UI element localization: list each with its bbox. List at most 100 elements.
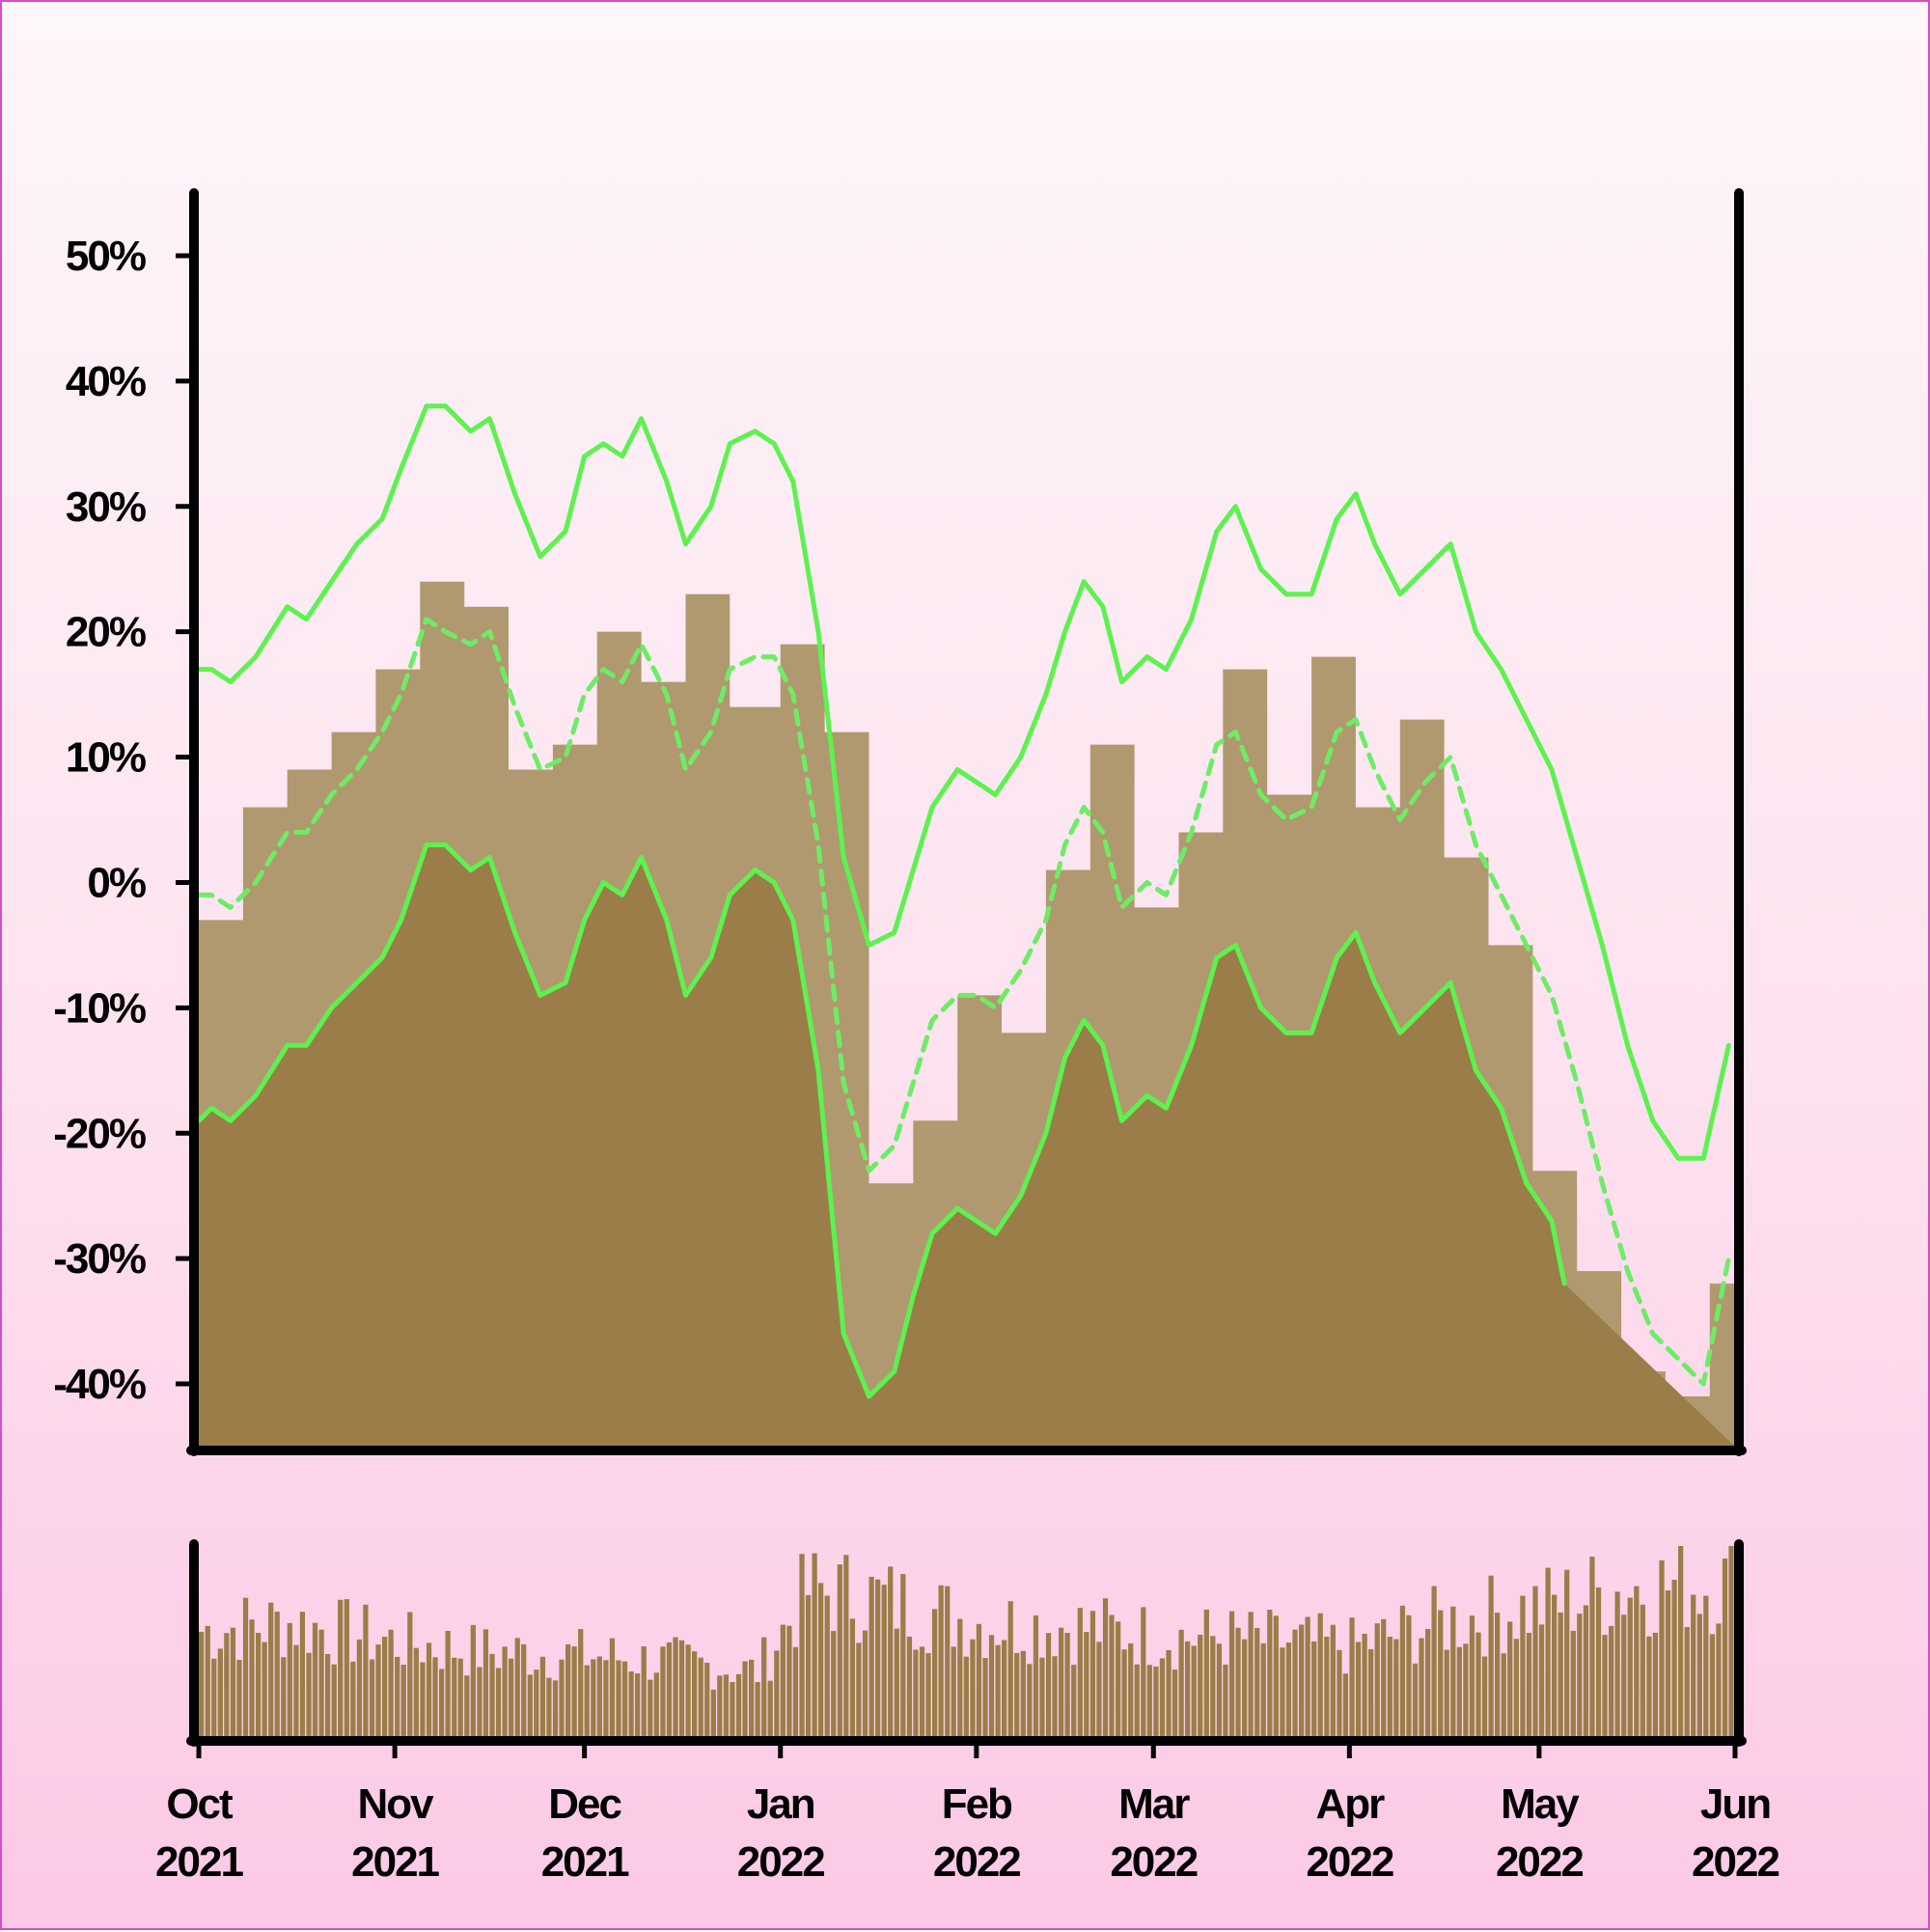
y-tick-label: -30% bbox=[53, 1235, 146, 1283]
volume-bar bbox=[1399, 1605, 1406, 1736]
volume-bar bbox=[1520, 1595, 1526, 1736]
volume-bar bbox=[849, 1618, 856, 1736]
volume-bar bbox=[1172, 1670, 1178, 1736]
volume-bar bbox=[805, 1594, 812, 1736]
volume-bar bbox=[1153, 1666, 1159, 1736]
volume-bar bbox=[919, 1646, 925, 1736]
volume-bar bbox=[1198, 1635, 1203, 1736]
volume-bar bbox=[963, 1656, 969, 1736]
volume-bar bbox=[1002, 1640, 1007, 1736]
volume-bar bbox=[1014, 1652, 1020, 1736]
volume-bar bbox=[1089, 1611, 1096, 1736]
volume-bar bbox=[673, 1637, 678, 1736]
volume-bar bbox=[578, 1629, 584, 1736]
volume-bar bbox=[1267, 1610, 1273, 1736]
volume-bar bbox=[837, 1564, 842, 1736]
volume-bar bbox=[1532, 1586, 1538, 1736]
x-tick-label-month: Jun bbox=[1700, 1780, 1770, 1828]
volume-bar bbox=[1716, 1623, 1722, 1736]
volume-bar bbox=[1621, 1615, 1627, 1736]
series-line-1 bbox=[196, 403, 1731, 1161]
volume-bar bbox=[1475, 1632, 1481, 1736]
volume-bar bbox=[445, 1631, 451, 1736]
volume-bar bbox=[470, 1624, 476, 1736]
volume-bar bbox=[1425, 1629, 1431, 1736]
volume-bar bbox=[369, 1659, 375, 1736]
volume-bar bbox=[641, 1646, 647, 1736]
volume-bar bbox=[862, 1630, 868, 1736]
x-tick-label-year: 2021 bbox=[155, 1838, 243, 1886]
volume-bar bbox=[344, 1599, 349, 1736]
volume-bar bbox=[1456, 1646, 1462, 1736]
volume-bar bbox=[692, 1651, 698, 1736]
volume-bar bbox=[217, 1648, 223, 1736]
volume-bar bbox=[792, 1646, 799, 1736]
volume-bar bbox=[312, 1622, 318, 1736]
volume-bar bbox=[894, 1628, 899, 1736]
volume-bar bbox=[1444, 1649, 1449, 1736]
x-tick-label-year: 2022 bbox=[1692, 1838, 1778, 1886]
volume-bar bbox=[199, 1631, 205, 1736]
volume-bar bbox=[262, 1642, 267, 1736]
volume-bar bbox=[591, 1659, 596, 1736]
volume-bar bbox=[287, 1622, 292, 1736]
volume-bar bbox=[1116, 1621, 1121, 1736]
volume-bar bbox=[1438, 1610, 1444, 1736]
volume-bar bbox=[767, 1680, 773, 1736]
x-tick-label-month: May bbox=[1501, 1780, 1580, 1828]
volume-bar bbox=[704, 1663, 710, 1736]
volume-bar bbox=[1678, 1546, 1684, 1736]
volume-bar bbox=[1595, 1587, 1602, 1736]
volume-bar bbox=[356, 1639, 363, 1736]
volume-bar bbox=[1665, 1590, 1671, 1736]
volume-bar bbox=[1722, 1559, 1728, 1736]
volume-bar bbox=[970, 1639, 976, 1736]
volume-bar bbox=[660, 1646, 666, 1736]
volume-bar bbox=[1634, 1586, 1640, 1736]
volume-bar bbox=[546, 1677, 552, 1736]
y-tick-label: -20% bbox=[53, 1110, 146, 1157]
volume-bar bbox=[1488, 1575, 1494, 1736]
volume-bar bbox=[1513, 1639, 1519, 1736]
volume-bar bbox=[1317, 1613, 1323, 1736]
volume-bar bbox=[1450, 1606, 1456, 1736]
x-tick-label-month: Oct bbox=[166, 1780, 234, 1828]
y-tick-label: 20% bbox=[66, 609, 146, 656]
x-tick-label-year: 2021 bbox=[541, 1838, 629, 1886]
volume-bars bbox=[199, 1546, 1734, 1736]
volume-bar bbox=[502, 1646, 508, 1736]
volume-bar bbox=[1671, 1580, 1677, 1736]
volume-bar bbox=[1128, 1642, 1134, 1736]
x-tick-label-year: 2022 bbox=[1110, 1838, 1197, 1886]
volume-bar bbox=[812, 1553, 817, 1736]
volume-bar bbox=[1349, 1617, 1355, 1736]
volume-bar bbox=[685, 1644, 691, 1736]
y-tick-label: 30% bbox=[66, 483, 146, 531]
volume-bar bbox=[306, 1652, 312, 1736]
price-area-lower bbox=[199, 844, 1735, 1447]
y-tick-label: 40% bbox=[66, 358, 146, 405]
volume-bar bbox=[489, 1653, 495, 1736]
volume-bar bbox=[432, 1657, 438, 1736]
y-axis: 50% 40% 30% 20% 10% 0% -10% -20% -30% -40% bbox=[53, 233, 194, 1408]
volume-bar bbox=[281, 1657, 287, 1736]
volume-bar bbox=[1652, 1632, 1659, 1736]
volume-bar bbox=[730, 1682, 735, 1736]
volume-bar bbox=[1558, 1612, 1563, 1736]
volume-bar bbox=[799, 1554, 805, 1736]
volume-bar bbox=[1223, 1664, 1228, 1736]
volume-bar bbox=[1248, 1612, 1254, 1736]
volume-bar bbox=[1538, 1624, 1545, 1736]
volume-bar bbox=[938, 1585, 944, 1736]
volume-bar bbox=[509, 1658, 514, 1736]
x-tick-label-year: 2022 bbox=[737, 1838, 824, 1886]
volume-bar bbox=[1589, 1557, 1595, 1736]
volume-bar bbox=[1311, 1641, 1317, 1736]
volume-bar bbox=[375, 1644, 381, 1736]
volume-bar bbox=[230, 1627, 236, 1736]
volume-bar bbox=[932, 1609, 938, 1736]
volume-bar bbox=[1096, 1642, 1102, 1736]
volume-bar bbox=[1109, 1615, 1115, 1736]
volume-bar bbox=[1507, 1621, 1513, 1736]
